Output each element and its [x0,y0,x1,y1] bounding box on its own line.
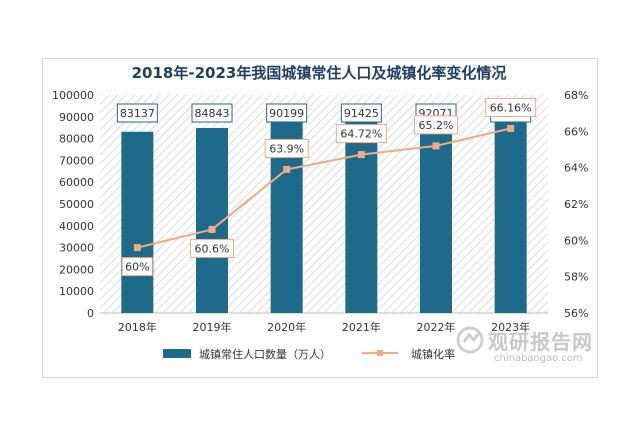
rate-point [432,142,440,150]
y-left-tick-label: 30000 [59,242,94,255]
bar [345,113,378,313]
line-label-box [121,257,153,277]
line-label-box [190,238,234,258]
y-right-tick-label: 56% [564,307,588,320]
rate-line [137,127,511,249]
line-label-box [485,97,537,117]
rate-point [208,225,216,233]
line-value-label: 65.2% [419,119,454,132]
x-tick-label: 2020年 [267,320,306,334]
y-right-tick-label: 64% [564,162,588,175]
line-value-label: 60.6% [195,242,230,255]
bar [121,131,154,313]
legend-line-label: 城镇化率 [411,347,455,361]
rate-point [133,244,141,252]
bar-value-label: 90199 [269,107,304,120]
y-axis-left: 0 10000 20000 30000 40000 50000 60000 70000 8000… [52,89,94,320]
x-tick-label: 2019年 [193,320,232,334]
line-data-labels: 60% 60.6% 63.9% 64.72% 65.2% 66.16% [121,97,537,277]
x-tick-label: 2021年 [342,320,381,334]
watermark-logo-icon [456,326,484,354]
y-right-tick-label: 66% [564,125,588,138]
line-value-label: 66.16% [490,101,532,114]
bar-value-label: 91425 [344,107,379,120]
y-right-tick-label: 60% [564,234,588,247]
x-axis: 2018年 2019年 2020年 2021年 2022年 2023年 [100,312,548,334]
y-axis-right: 56% 58% 60% 62% 64% 66% 68% [564,89,588,320]
y-left-tick-label: 10000 [59,285,94,298]
rate-point [283,165,291,173]
plot-area-hatch [100,95,548,313]
bar [494,109,527,313]
bar-label-box [340,103,382,123]
legend-line-marker [377,350,383,356]
y-left-tick-label: 0 [87,307,94,320]
y-left-tick-label: 40000 [59,220,94,233]
y-left-tick-label: 50000 [59,198,94,211]
plot-background [100,95,548,313]
bar-value-label: 83137 [120,107,155,120]
bar-series [121,109,527,313]
bar-label-box [191,103,233,123]
x-tick-label: 2023年 [491,320,530,334]
y-right-tick-label: 68% [564,89,588,102]
line-series [133,124,515,252]
rate-point [357,151,365,159]
line-label-box [335,124,387,144]
line-label-box [264,138,309,158]
y-right-tick-label: 58% [564,271,588,284]
y-left-tick-label: 70000 [59,154,94,167]
x-tick-label: 2022年 [417,320,456,334]
legend-bar-swatch [163,349,191,358]
watermark-text: 观研报告网 [488,330,593,354]
x-tick-label: 2018年 [118,320,157,334]
rate-point [507,124,515,132]
y-left-tick-label: 60000 [59,176,94,189]
legend: 城镇常住人口数量（万人） 城镇化率 [163,347,455,361]
chart-title: 2018年-2023年我国城镇常住人口及城镇化率变化情况 [131,64,507,82]
watermark-url: chinabaogao.com [494,353,583,364]
line-label-box [414,115,458,135]
bar-label-box [266,103,308,123]
y-left-tick-label: 20000 [59,263,94,276]
legend-bar-label: 城镇常住人口数量（万人） [199,347,331,361]
y-left-tick-label: 80000 [59,133,94,146]
line-value-label: 64.72% [340,128,382,141]
bar-value-label: 84843 [195,107,230,120]
y-left-tick-label: 90000 [59,111,94,124]
line-value-label: 63.9% [269,142,304,155]
bar-label-box [116,103,158,123]
y-right-tick-label: 62% [564,198,588,211]
y-left-tick-label: 100000 [52,89,94,102]
line-value-label: 60% [125,261,149,274]
